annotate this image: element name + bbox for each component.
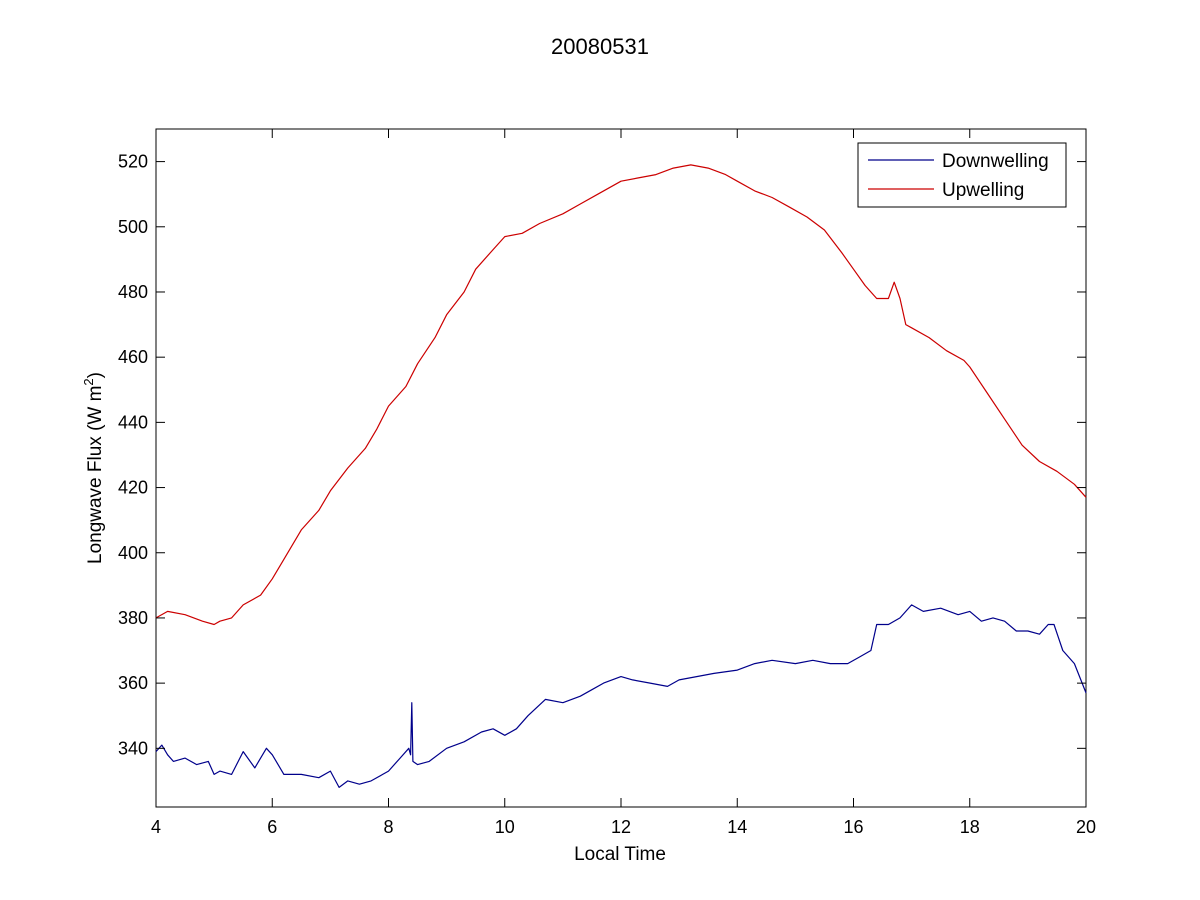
x-tick-label: 16	[843, 817, 863, 837]
legend-box	[857, 142, 1067, 208]
y-tick-label: 340	[118, 738, 148, 758]
y-tick-label: 440	[118, 412, 148, 432]
chart-title: 20080531	[551, 34, 649, 59]
series-line-upwelling	[155, 164, 1087, 626]
y-axis-title-superscript: 2	[81, 378, 96, 385]
x-tick-label: 6	[267, 817, 277, 837]
x-tick-label: 4	[151, 817, 161, 837]
plot-area	[155, 128, 1087, 808]
legend-label-downwelling: Downwelling	[942, 151, 1049, 172]
y-tick-label: 380	[118, 608, 148, 628]
y-tick-label: 360	[118, 673, 148, 693]
x-tick-label: 20	[1076, 817, 1096, 837]
y-tick-label: 500	[118, 217, 148, 237]
series-layer	[155, 164, 1087, 788]
y-axis-title-close: )	[85, 372, 106, 378]
x-tick-label: 12	[611, 817, 631, 837]
y-tick-label: 480	[118, 282, 148, 302]
series-line-downwelling	[155, 604, 1087, 788]
y-tick-label: 520	[118, 152, 148, 172]
y-tick-label: 400	[118, 543, 148, 563]
x-tick-label: 18	[960, 817, 980, 837]
y-axis-title-main: Longwave Flux (W m	[85, 386, 106, 564]
y-axis-title: Longwave Flux (W m2)	[81, 372, 106, 564]
legend: Downwelling Upwelling	[857, 142, 1067, 208]
y-tick-label: 420	[118, 478, 148, 498]
legend-label-upwelling: Upwelling	[942, 180, 1024, 201]
x-tick-label: 8	[383, 817, 393, 837]
axis-ticks: 4 6 8 10 12 14 16 18 20 340 360 380 400 420 440 460 480 5…	[118, 129, 1096, 837]
x-tick-label: 10	[495, 817, 515, 837]
x-axis-title: Local Time	[574, 844, 666, 865]
y-tick-label: 460	[118, 347, 148, 367]
x-tick-label: 14	[727, 817, 747, 837]
